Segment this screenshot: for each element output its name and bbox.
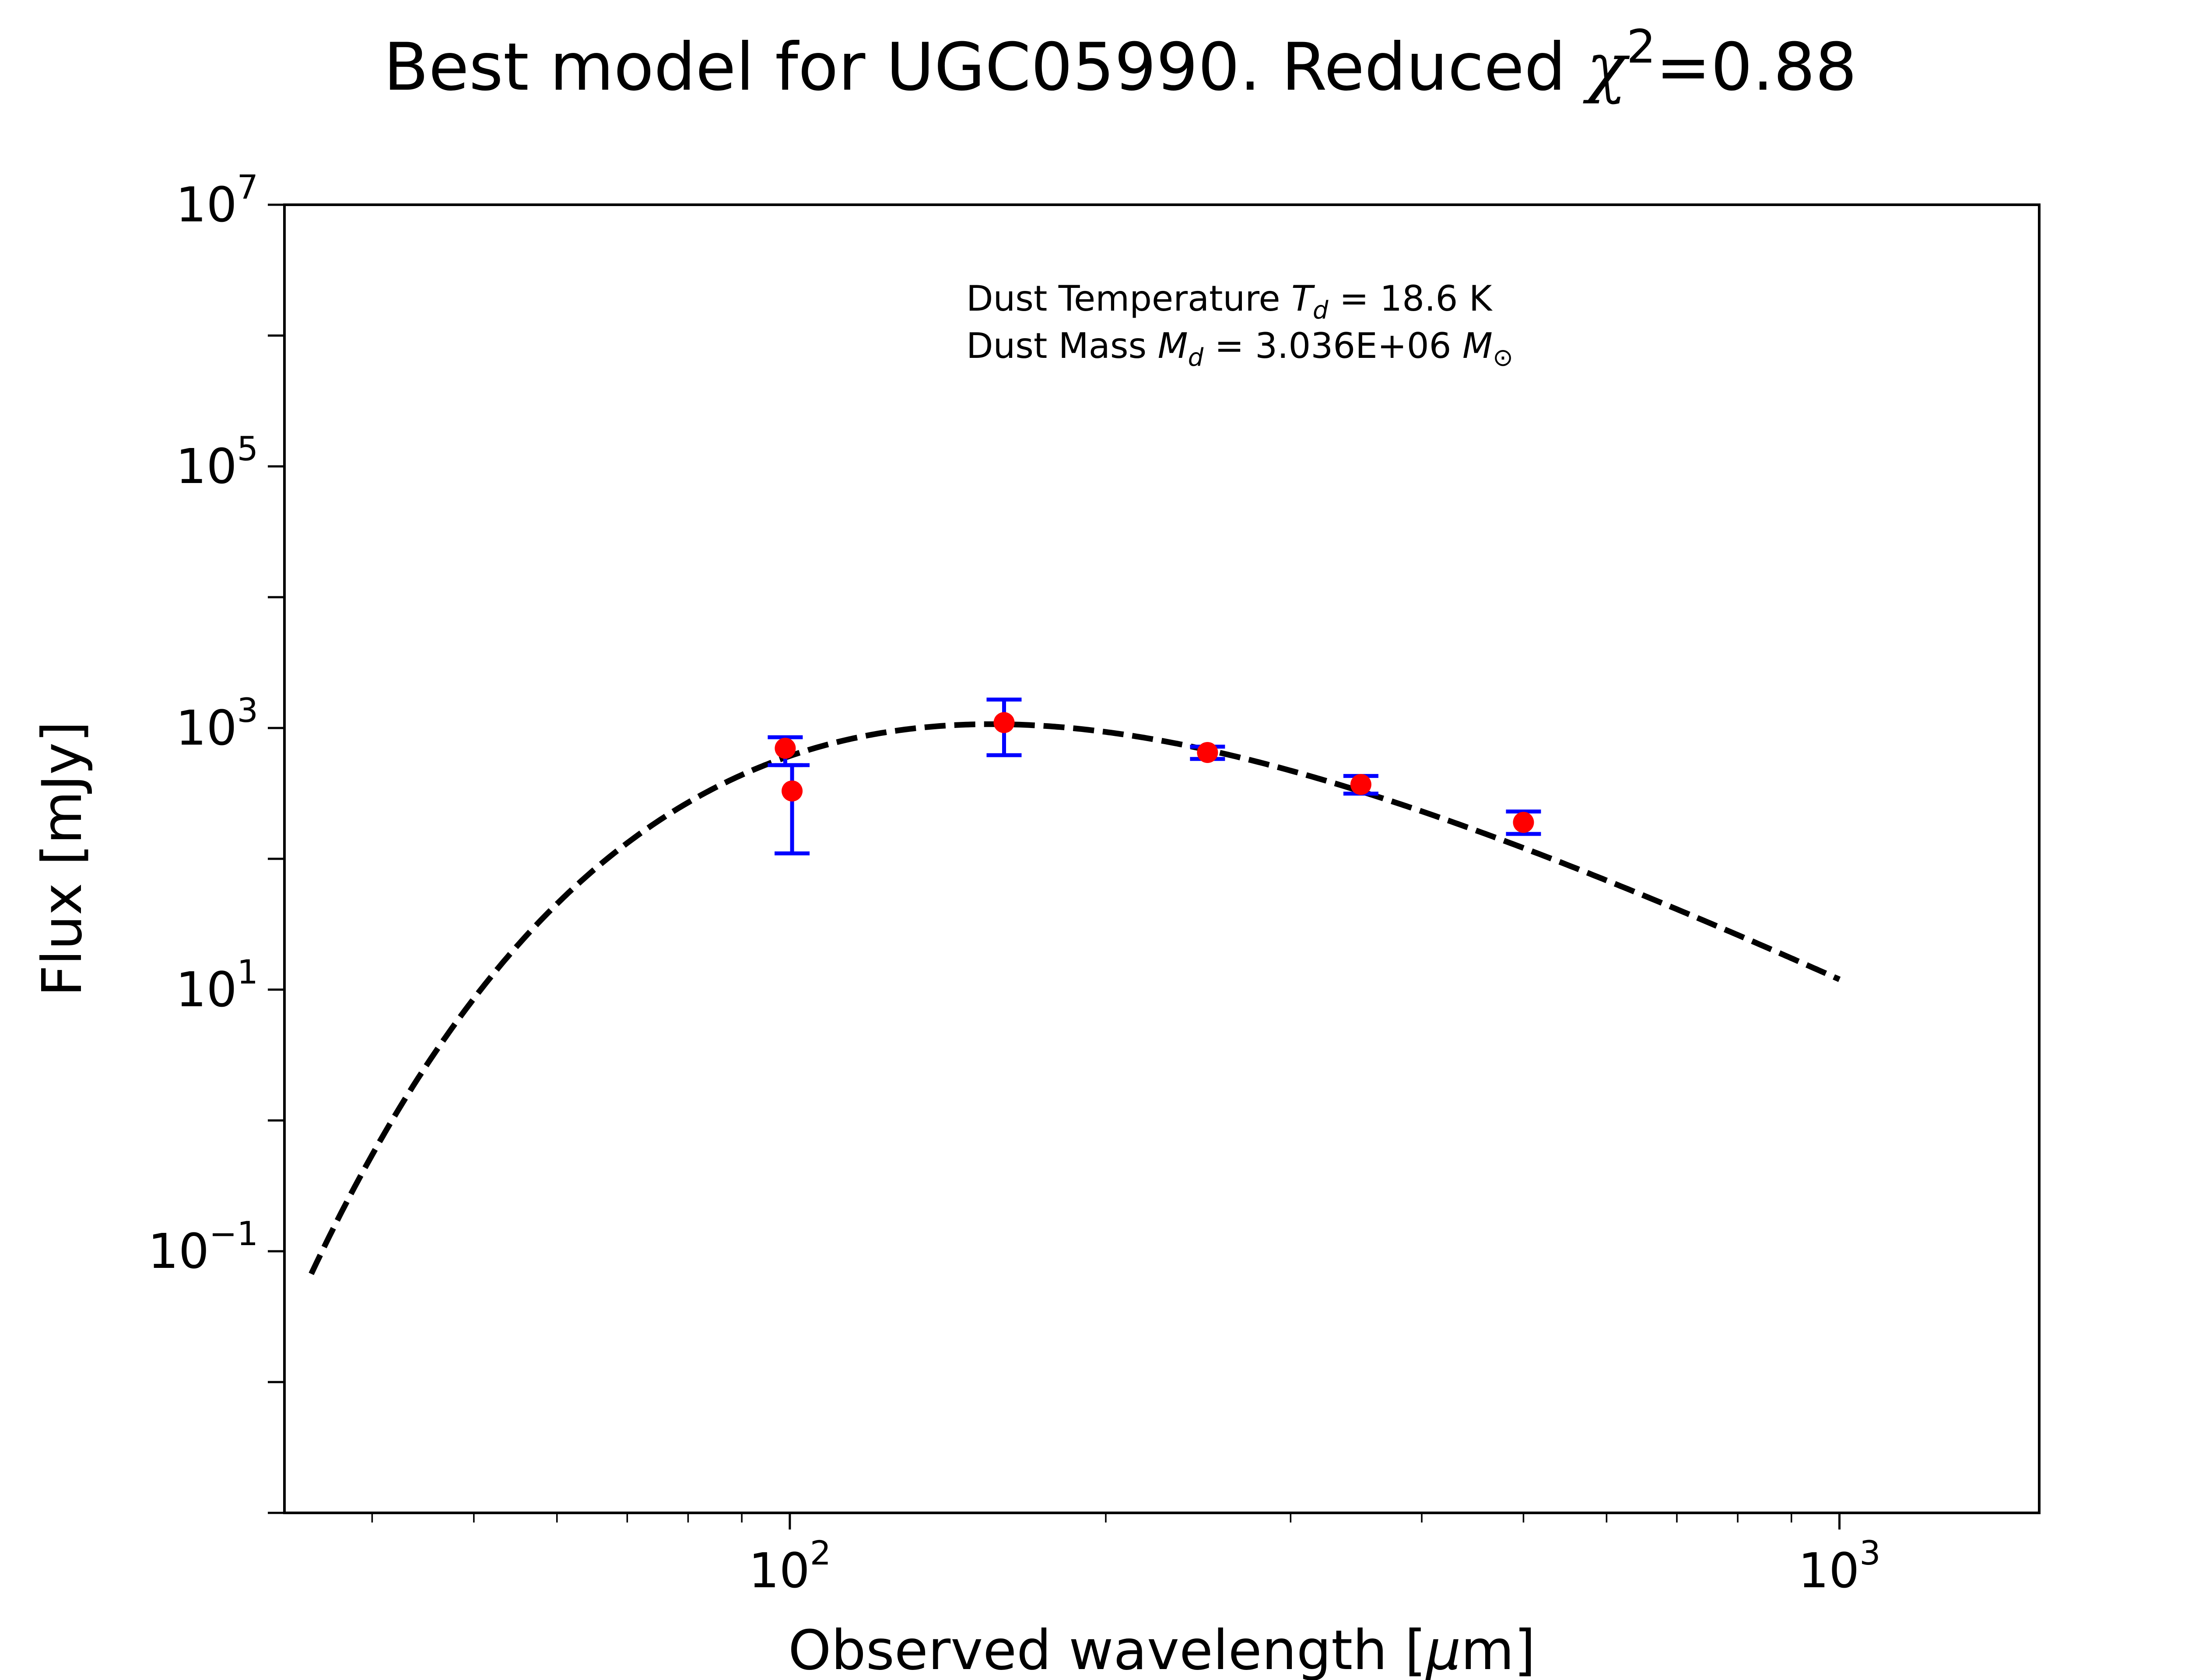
x-axis-label: Observed wavelength [μm] (788, 1619, 1536, 1680)
annotation-temp-symbol: T (1291, 278, 1315, 319)
y-tick-label-3: 103 (176, 691, 258, 756)
y-tick-label-2: 105 (176, 429, 258, 494)
y-tick-label-1: 107 (176, 168, 258, 233)
observation-3 (986, 697, 1022, 757)
y-tick-label-4: 101 (176, 952, 258, 1018)
annotation-mass-subscript: d (1188, 343, 1204, 372)
observation-2 (775, 763, 810, 856)
annotation-dust-mass: Dust Mass Md = 3.036E+06 M⊙ (966, 326, 1513, 372)
annotation-temp-prefix: Dust Temperature (966, 278, 1291, 319)
observation-5 (1343, 774, 1378, 796)
observation-1 (768, 735, 803, 767)
annotation-dust-temperature: Dust Temperature Td = 18.6 K (966, 278, 1493, 325)
x-tick-label-1: 102 (749, 1533, 831, 1599)
data-point (1513, 812, 1534, 833)
chart-title: Best model for UGC05990. Reduced χ2=0.88 (384, 20, 1857, 105)
x-axis-label-main: Observed wavelength [ (788, 1619, 1426, 1680)
annotation-mass-unit-subscript: ⊙ (1493, 343, 1513, 372)
chart-title-chi-exponent: 2 (1627, 20, 1656, 74)
annotation-temp-value: = 18.6 K (1328, 278, 1493, 319)
y-tick-label-5: 10−1 (148, 1214, 258, 1279)
annotation-mass-prefix: Dust Mass (966, 326, 1158, 366)
chart-title-main: Best model for UGC05990. Reduced (384, 29, 1587, 105)
annotation-mass-value: = 3.036E+06 (1203, 326, 1462, 366)
annotation-mass-symbol: M (1158, 326, 1188, 366)
data-point (1350, 774, 1371, 795)
chart-title-chi: χ (1583, 29, 1630, 105)
observation-6 (1506, 809, 1541, 836)
x-axis-label-unit: m] (1461, 1619, 1536, 1680)
chart-title-value: =0.88 (1656, 29, 1857, 105)
observation-4 (1190, 742, 1225, 763)
plot-area-frame (283, 203, 2041, 1514)
annotation-temp-subscript: d (1313, 296, 1329, 325)
y-axis-label: Flux [mJy] (31, 721, 94, 997)
x-tick-label-2: 103 (1798, 1533, 1880, 1599)
data-point (1197, 742, 1218, 763)
annotation-mass-unit-symbol: M (1462, 326, 1493, 366)
data-point (782, 780, 803, 802)
data-point (993, 712, 1015, 733)
x-axis-label-mu: μ (1425, 1619, 1461, 1680)
data-point (775, 738, 796, 759)
model-sed-curve (309, 721, 1841, 1275)
